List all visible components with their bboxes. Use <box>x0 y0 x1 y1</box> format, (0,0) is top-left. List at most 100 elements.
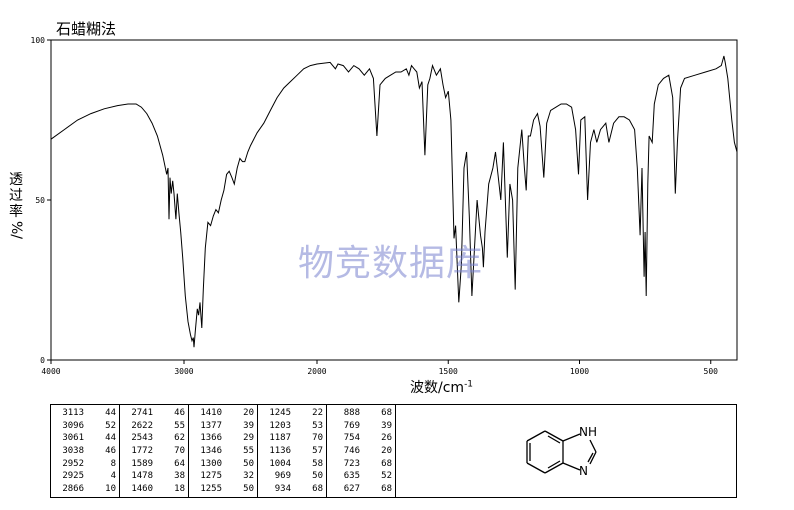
benzimidazole-structure-icon: NH N <box>526 425 597 478</box>
peak-transmittance: 64 <box>174 458 185 469</box>
peak-wavenumber: 3061 <box>62 433 84 444</box>
peak-table-row: 3038 46 <box>54 445 116 458</box>
peak-table-row: 888 68 <box>330 407 392 420</box>
peak-wavenumber: 3038 <box>62 446 84 457</box>
x-axis-ticks: 4000 3000 2000 1500 1000 500 <box>41 360 718 376</box>
nh-label: NH <box>579 425 597 439</box>
peak-table-row: 746 20 <box>330 445 392 458</box>
y-tick-label: 0 <box>40 356 45 365</box>
x-axis-label: 波数/cm-1 <box>410 377 473 397</box>
peak-wavenumber: 1377 <box>200 420 222 431</box>
peak-wavenumber: 2925 <box>62 471 84 482</box>
peak-wavenumber: 3113 <box>62 408 84 418</box>
structure-box: NH N <box>396 404 737 498</box>
peak-wavenumber: 969 <box>274 471 291 482</box>
x-tick-label: 1500 <box>439 367 458 376</box>
peak-wavenumber: 635 <box>343 471 360 482</box>
peak-transmittance: 70 <box>174 446 185 457</box>
peak-wavenumber: 746 <box>343 446 360 457</box>
peak-transmittance: 68 <box>381 408 392 418</box>
peak-transmittance: 44 <box>105 408 116 418</box>
peak-table-row: 934 68 <box>261 483 323 496</box>
peak-table-row: 3113 44 <box>54 407 116 420</box>
peak-table-row: 1004 58 <box>261 458 323 471</box>
peak-table-row: 1460 18 <box>123 483 185 496</box>
peak-transmittance: 38 <box>174 471 185 482</box>
peak-transmittance: 68 <box>381 458 392 469</box>
peak-wavenumber: 627 <box>343 484 360 495</box>
peak-transmittance: 46 <box>174 408 185 418</box>
peak-transmittance: 26 <box>381 433 392 444</box>
peak-wavenumber: 1346 <box>200 446 222 457</box>
peak-table-row: 2925 4 <box>54 470 116 483</box>
peak-table-row: 2952 8 <box>54 458 116 471</box>
peak-table-column: 3113 44 3096 52 3061 44 3038 46 2952 8 2925 4 2866 10 <box>51 405 120 497</box>
peak-wavenumber: 1275 <box>200 471 222 482</box>
peak-wavenumber: 2866 <box>62 484 84 495</box>
peak-wavenumber: 3096 <box>62 420 84 431</box>
y-axis-label-unit: %/ <box>8 221 24 240</box>
peak-wavenumber: 1245 <box>269 408 291 418</box>
peak-table-row: 2622 55 <box>123 420 185 433</box>
y-axis-label: 透过率 %/ <box>7 172 25 240</box>
peak-transmittance: 18 <box>174 484 185 495</box>
peak-wavenumber: 1366 <box>200 433 222 444</box>
peak-table-column: 1245 22 1203 53 1187 70 1136 57 1004 58 969 50 934 68 <box>258 405 327 497</box>
peak-wavenumber: 2543 <box>131 433 153 444</box>
peak-table-row: 1589 64 <box>123 458 185 471</box>
peak-table-row: 635 52 <box>330 470 392 483</box>
x-tick-label: 4000 <box>41 367 60 376</box>
peak-table: 3113 44 3096 52 3061 44 3038 46 2952 8 2925 4 2866 10… <box>50 404 396 498</box>
peak-transmittance: 50 <box>312 471 323 482</box>
peak-table-row: 2741 46 <box>123 407 185 420</box>
peak-transmittance: 8 <box>110 458 116 469</box>
peak-wavenumber: 888 <box>343 408 360 418</box>
peak-wavenumber: 1772 <box>131 446 153 457</box>
peak-table-row: 1366 29 <box>192 432 254 445</box>
peak-wavenumber: 769 <box>343 420 360 431</box>
peak-table-row: 723 68 <box>330 458 392 471</box>
peak-table-column: 1410 20 1377 39 1366 29 1346 55 1300 50 1275 32 1255… <box>189 405 258 497</box>
peak-transmittance: 68 <box>381 484 392 495</box>
peak-transmittance: 62 <box>174 433 185 444</box>
ir-spectrum-chart: 0 50 100 4000 3000 2000 1500 1000 500 <box>31 36 738 376</box>
peak-transmittance: 39 <box>381 420 392 431</box>
peak-wavenumber: 1255 <box>200 484 222 495</box>
peak-wavenumber: 2952 <box>62 458 84 469</box>
peak-wavenumber: 1300 <box>200 458 222 469</box>
peak-table-row: 1255 50 <box>192 483 254 496</box>
peak-transmittance: 58 <box>312 458 323 469</box>
peak-table-row: 1772 70 <box>123 445 185 458</box>
peak-table-row: 754 26 <box>330 432 392 445</box>
peak-wavenumber: 754 <box>343 433 360 444</box>
peak-transmittance: 32 <box>243 471 254 482</box>
peak-wavenumber: 1203 <box>269 420 291 431</box>
peak-wavenumber: 1136 <box>269 446 291 457</box>
peak-table-row: 769 39 <box>330 420 392 433</box>
peak-transmittance: 39 <box>243 420 254 431</box>
peak-table-row: 1275 32 <box>192 470 254 483</box>
watermark: 物竞数据库 <box>298 243 484 284</box>
peak-wavenumber: 2622 <box>131 420 153 431</box>
y-axis-label-text: 透过率 <box>9 172 23 220</box>
peak-table-row: 1478 38 <box>123 470 185 483</box>
peak-transmittance: 57 <box>312 446 323 457</box>
peak-transmittance: 53 <box>312 420 323 431</box>
peak-wavenumber: 1478 <box>131 471 153 482</box>
spectrum-line <box>50 55 738 348</box>
peak-transmittance: 44 <box>105 433 116 444</box>
peak-table-row: 1300 50 <box>192 458 254 471</box>
n-label: N <box>579 464 588 478</box>
peak-transmittance: 70 <box>312 433 323 444</box>
peak-table-row: 1245 22 <box>261 407 323 420</box>
peak-transmittance: 52 <box>381 471 392 482</box>
y-axis-ticks: 0 50 100 <box>31 36 51 365</box>
peak-wavenumber: 1460 <box>131 484 153 495</box>
peak-table-row: 969 50 <box>261 470 323 483</box>
plot-frame <box>50 39 738 361</box>
chart-title: 石蜡糊法 <box>56 20 117 38</box>
peak-wavenumber: 2741 <box>131 408 153 418</box>
peak-wavenumber: 723 <box>343 458 360 469</box>
peak-table-row: 1136 57 <box>261 445 323 458</box>
peak-table-column: 888 68 769 39 754 26 746 20 723 68 635 52 627 68 <box>327 405 395 497</box>
